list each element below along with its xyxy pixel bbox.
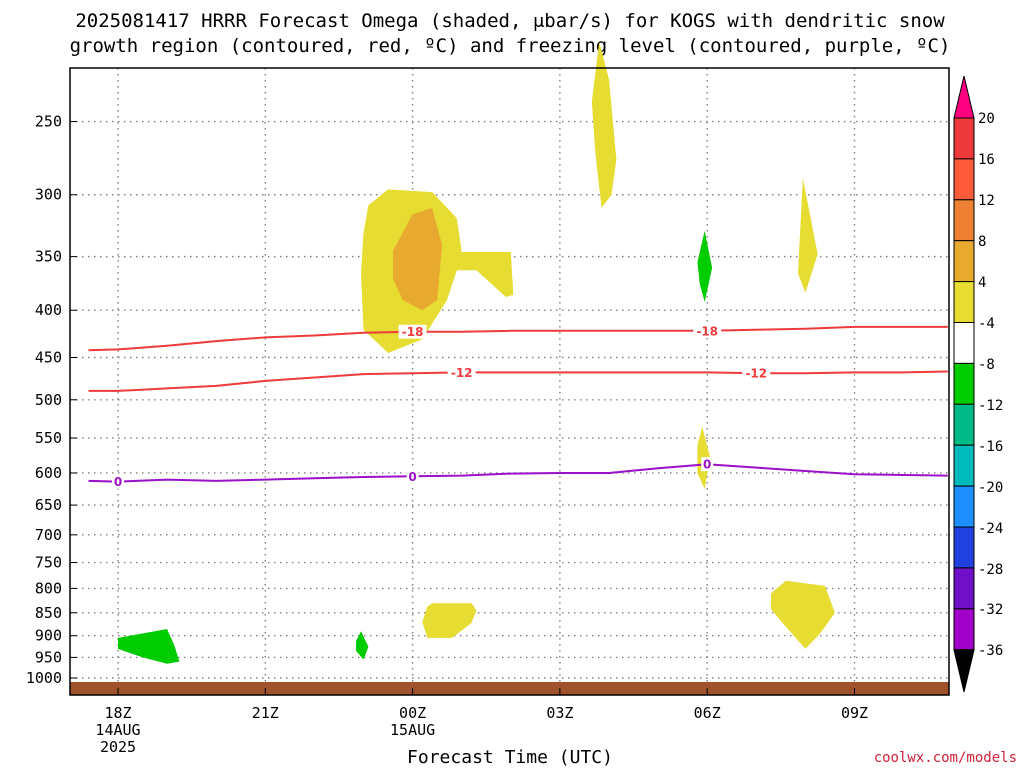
y-tick-label: 950 xyxy=(35,648,62,666)
surface-layer xyxy=(70,681,949,695)
omega-shading xyxy=(118,41,835,664)
colorbar-segment xyxy=(953,444,975,487)
contour-label: -12 xyxy=(451,366,473,380)
omega-region-8 xyxy=(356,631,369,660)
contour-label-bg xyxy=(398,324,427,339)
plot-frame xyxy=(69,67,950,696)
y-tick-label: 900 xyxy=(35,627,62,645)
colorbar-label: -36 xyxy=(978,643,1003,659)
x-tick-label: 09Z xyxy=(841,704,868,722)
contour-label-bg xyxy=(406,469,419,484)
contour-label-bg xyxy=(701,457,714,472)
colorbar-segment xyxy=(953,362,975,405)
y-tick-label: 850 xyxy=(35,604,62,622)
contour-label: -18 xyxy=(696,324,718,338)
x-tick-label: 03Z xyxy=(546,704,573,722)
y-axis-ticks: 250 300 350 400 450 500 550 600 650 700 750 800 850 9… xyxy=(26,113,77,687)
y-tick-label: 450 xyxy=(35,348,62,366)
y-tick-label: 300 xyxy=(35,186,62,204)
colorbar-segment xyxy=(953,608,975,651)
contour-line-2 xyxy=(88,463,948,483)
y-tick-label: 800 xyxy=(35,579,62,597)
x-tick-label: 21Z xyxy=(252,704,279,722)
contour-line-1 xyxy=(88,370,948,392)
colorbar-segment xyxy=(953,117,975,160)
y-tick-label: 250 xyxy=(35,113,62,131)
chart-title: 2025081417 HRRR Forecast Omega (shaded, … xyxy=(70,10,951,57)
colorbar-label: 16 xyxy=(978,152,995,168)
colorbar-segment xyxy=(953,322,975,364)
colorbar-label: -28 xyxy=(978,562,1003,578)
title-line-1: 2025081417 HRRR Forecast Omega (shaded, … xyxy=(75,10,945,32)
title-line-2: growth region (contoured, red, ºC) and f… xyxy=(70,35,951,57)
colorbar-segment xyxy=(953,281,975,324)
contour-label: 0 xyxy=(114,475,122,489)
contour-label: -18 xyxy=(402,325,424,339)
y-tick-label: 350 xyxy=(35,248,62,266)
surface-ground xyxy=(70,681,949,695)
contours: -18 -18 -12 -12 0 0 0 xyxy=(88,323,948,489)
y-tick-label: 650 xyxy=(35,496,62,514)
y-tick-label: 600 xyxy=(35,464,62,482)
colorbar-label: -20 xyxy=(978,480,1003,496)
colorbar-label: 4 xyxy=(978,275,986,291)
colorbar-segment xyxy=(953,526,975,569)
omega-region-5 xyxy=(422,603,477,638)
colorbar-label: -32 xyxy=(978,602,1003,618)
y-tick-label: 400 xyxy=(35,301,62,319)
contour-label-bg xyxy=(447,365,476,380)
contour-label-bg xyxy=(693,323,722,338)
omega-region-3 xyxy=(798,178,818,293)
x-tick-label: 18Z xyxy=(104,704,131,722)
contour-label-bg xyxy=(742,366,771,381)
colorbar-segment xyxy=(953,240,975,283)
x-tick-sublabel: 2025 xyxy=(100,738,136,756)
grid xyxy=(70,68,949,695)
colorbar-segment xyxy=(953,158,975,201)
omega-region-6 xyxy=(771,580,835,649)
omega-region-9 xyxy=(697,230,713,303)
y-tick-label: 500 xyxy=(35,391,62,409)
colorbar-segment xyxy=(953,567,975,610)
contour-label: -12 xyxy=(745,367,767,381)
colorbar-segment xyxy=(953,199,975,242)
omega-region-2 xyxy=(591,41,617,208)
colorbar-segment xyxy=(953,403,975,446)
colorbar-segment xyxy=(953,485,975,528)
x-tick-label: 00Z xyxy=(399,704,426,722)
omega-region-1 xyxy=(393,207,443,311)
colorbar-bottom-arrow xyxy=(953,649,975,693)
y-tick-label: 700 xyxy=(35,526,62,544)
colorbar: 20 16 12 8 4 -4 -8 -12 -16 -20 -24 -28 -32 -36 xyxy=(953,75,1003,693)
contour-label: 0 xyxy=(703,458,711,472)
colorbar-label: 8 xyxy=(978,234,986,250)
colorbar-label: -16 xyxy=(978,439,1003,455)
x-tick-sublabel: 14AUG xyxy=(95,721,140,739)
x-tick-sublabel: 15AUG xyxy=(390,721,435,739)
colorbar-label: -24 xyxy=(978,521,1003,537)
y-tick-label: 1000 xyxy=(26,669,62,687)
site-credit: coolwx.com/models xyxy=(874,750,1017,766)
colorbar-label: -8 xyxy=(978,357,995,373)
y-tick-label: 750 xyxy=(35,554,62,572)
x-axis-label: Forecast Time (UTC) xyxy=(407,747,613,768)
x-tick-label: 06Z xyxy=(694,704,721,722)
contour-line-0 xyxy=(88,325,948,352)
colorbar-label: -12 xyxy=(978,398,1003,414)
omega-region-7 xyxy=(118,629,180,664)
y-tick-label: 550 xyxy=(35,429,62,447)
colorbar-label: 20 xyxy=(978,111,995,127)
contour-label: 0 xyxy=(408,470,416,484)
contour-label-bg xyxy=(112,474,124,489)
colorbar-label: -4 xyxy=(978,316,995,332)
colorbar-label: 12 xyxy=(978,193,995,209)
colorbar-top-arrow xyxy=(953,75,975,119)
